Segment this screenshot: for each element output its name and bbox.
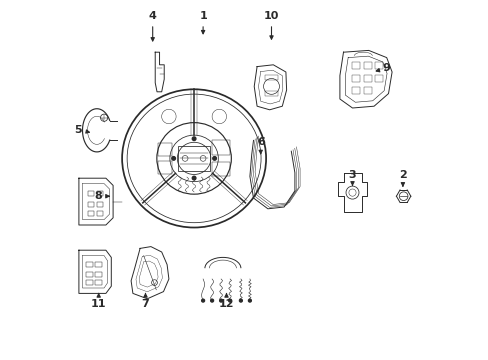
Bar xyxy=(351,75,359,82)
Bar xyxy=(178,146,210,171)
Circle shape xyxy=(192,176,196,180)
Bar xyxy=(212,140,230,155)
Bar xyxy=(351,62,359,69)
Bar xyxy=(95,272,102,277)
Text: 3: 3 xyxy=(348,170,356,185)
Bar xyxy=(158,143,172,156)
Text: 7: 7 xyxy=(142,293,149,309)
Circle shape xyxy=(248,299,251,302)
Text: 1: 1 xyxy=(199,11,206,34)
Bar xyxy=(374,75,382,82)
Bar xyxy=(95,262,102,267)
Bar xyxy=(95,280,102,285)
Bar xyxy=(364,62,371,69)
Circle shape xyxy=(219,299,222,302)
Text: 2: 2 xyxy=(398,170,406,186)
Text: 6: 6 xyxy=(256,137,264,154)
Bar xyxy=(264,75,277,80)
Circle shape xyxy=(228,299,231,302)
Bar xyxy=(212,162,230,176)
Bar xyxy=(97,202,103,207)
Text: 8: 8 xyxy=(95,191,109,201)
Bar xyxy=(158,161,172,174)
Bar xyxy=(97,191,103,196)
Text: 11: 11 xyxy=(91,293,106,309)
Bar xyxy=(88,202,94,207)
Bar xyxy=(364,75,371,82)
Circle shape xyxy=(171,157,175,160)
Bar xyxy=(264,91,277,96)
Circle shape xyxy=(201,299,204,302)
Text: 5: 5 xyxy=(74,125,89,135)
Bar xyxy=(351,87,359,94)
Circle shape xyxy=(192,137,196,140)
Bar xyxy=(86,262,92,267)
Circle shape xyxy=(210,299,213,302)
Bar xyxy=(88,191,94,196)
Bar xyxy=(86,272,92,277)
Bar xyxy=(374,62,382,69)
Circle shape xyxy=(212,157,216,160)
Bar xyxy=(86,280,92,285)
Bar xyxy=(97,211,103,216)
Circle shape xyxy=(239,299,242,302)
Text: 10: 10 xyxy=(263,11,279,39)
Text: 12: 12 xyxy=(218,293,234,309)
Bar xyxy=(88,211,94,216)
Text: 9: 9 xyxy=(375,63,390,73)
Bar xyxy=(364,87,371,94)
Text: 4: 4 xyxy=(148,11,156,41)
